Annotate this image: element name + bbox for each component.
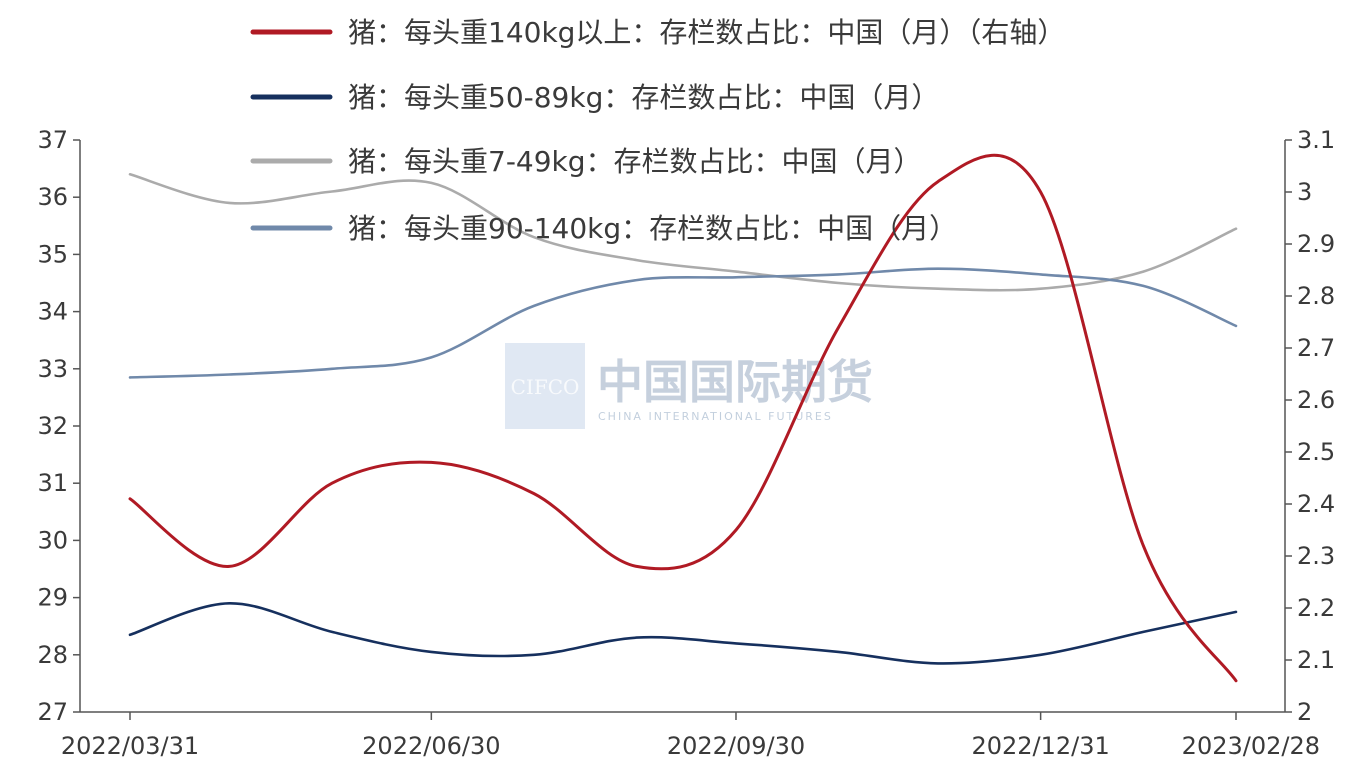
watermark-name: 中国国际期货 xyxy=(597,355,873,409)
x-tick-label: 2022/06/30 xyxy=(362,732,500,760)
left-y-tick-label: 35 xyxy=(37,240,68,268)
legend-label: 猪：每头重7-49kg：存栏数占比：中国（月） xyxy=(348,145,922,178)
series-50-89kg-line xyxy=(128,601,1238,665)
right-y-tick-label: 2.9 xyxy=(1297,230,1335,258)
right-y-tick-label: 3.1 xyxy=(1297,126,1335,154)
watermark-logo-text: CIFCO xyxy=(511,375,580,399)
right-y-tick-label: 2.7 xyxy=(1297,334,1335,362)
series-7-49kg-line xyxy=(128,173,1238,292)
legend-item-140kg-plus: 猪：每头重140kg以上：存栏数占比：中国（月）（右轴） xyxy=(250,16,1065,49)
watermark: CIFCO 中国国际期货 CHINA INTERNATIONAL FUTURES xyxy=(505,343,873,429)
left-y-tick-label: 29 xyxy=(37,584,68,612)
right-y-tick-label: 2.2 xyxy=(1297,594,1335,622)
right-y-tick-label: 2 xyxy=(1297,698,1312,726)
series-140kg-plus-line xyxy=(128,153,1238,683)
legend-item-7-49kg: 猪：每头重7-49kg：存栏数占比：中国（月） xyxy=(250,145,922,178)
left-y-tick-label: 28 xyxy=(37,641,68,669)
legend-label: 猪：每头重140kg以上：存栏数占比：中国（月）（右轴） xyxy=(348,16,1065,49)
x-tick-label: 2022/12/31 xyxy=(971,732,1109,760)
right-y-tick-label: 2.1 xyxy=(1297,646,1335,674)
legend-item-90-140kg: 猪：每头重90-140kg：存栏数占比：中国（月） xyxy=(250,212,957,245)
watermark-logo-box xyxy=(505,343,585,429)
left-y-tick-label: 30 xyxy=(37,526,68,554)
right-y-tick-label: 3 xyxy=(1297,178,1312,206)
legend-item-50-89kg: 猪：每头重50-89kg：存栏数占比：中国（月） xyxy=(250,81,939,114)
left-y-tick-label: 33 xyxy=(37,355,68,383)
right-y-tick-label: 2.8 xyxy=(1297,282,1335,310)
legend: 猪：每头重140kg以上：存栏数占比：中国（月）（右轴） 猪：每头重50-89kg… xyxy=(250,16,1065,245)
left-y-tick-label: 36 xyxy=(37,183,68,211)
right-y-tick-label: 2.5 xyxy=(1297,438,1335,466)
legend-label: 猪：每头重90-140kg：存栏数占比：中国（月） xyxy=(348,212,957,245)
left-y-tick-label: 37 xyxy=(37,126,68,154)
left-y-tick-label: 27 xyxy=(37,698,68,726)
series-layer xyxy=(128,153,1238,683)
x-tick-label: 2023/02/28 xyxy=(1182,732,1320,760)
x-tick-label: 2022/09/30 xyxy=(667,732,805,760)
right-y-tick-label: 2.6 xyxy=(1297,386,1335,414)
right-y-tick-label: 2.4 xyxy=(1297,490,1335,518)
x-tick-label: 2022/03/31 xyxy=(61,732,199,760)
left-y-tick-label: 31 xyxy=(37,469,68,497)
series-90-140kg-line xyxy=(128,267,1238,379)
legend-label: 猪：每头重50-89kg：存栏数占比：中国（月） xyxy=(348,81,939,114)
right-y-tick-label: 2.3 xyxy=(1297,542,1335,570)
axes: 27 28 29 30 31 32 33 34 35 36 37 2 2.1 2.2 2.3 2.4 2.5 2.… xyxy=(37,126,1335,760)
left-y-tick-label: 32 xyxy=(37,412,68,440)
left-y-tick-label: 34 xyxy=(37,298,68,326)
watermark-subtitle: CHINA INTERNATIONAL FUTURES xyxy=(598,410,833,423)
